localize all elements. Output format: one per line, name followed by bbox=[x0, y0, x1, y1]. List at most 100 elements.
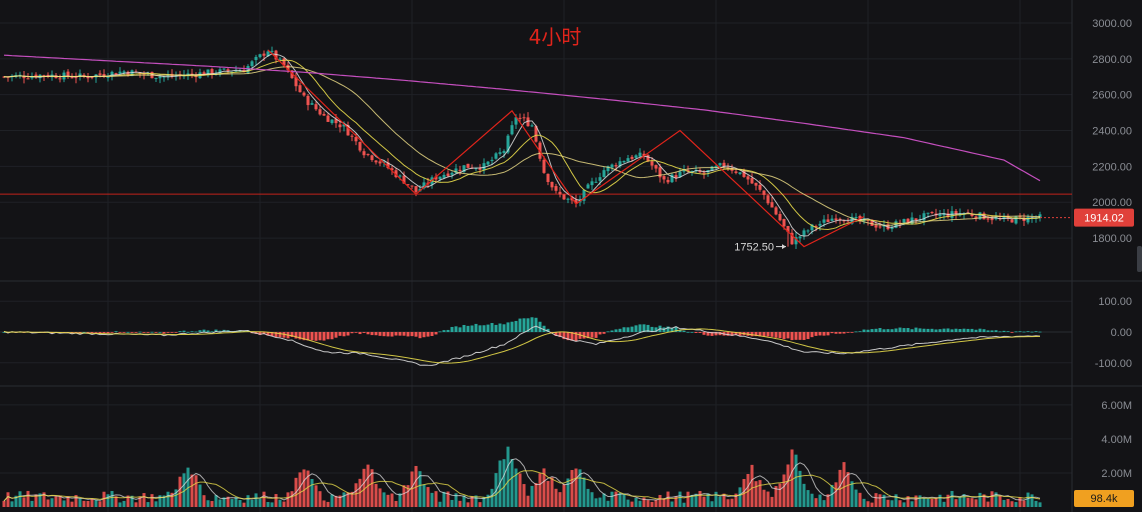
macd-histogram-bar bbox=[918, 328, 922, 332]
macd-histogram-bar bbox=[782, 332, 786, 340]
macd-histogram-bar bbox=[490, 323, 494, 332]
macd-histogram-bar bbox=[422, 332, 426, 338]
volume-bar bbox=[1006, 498, 1010, 507]
candle-body bbox=[774, 207, 778, 215]
volume-bar bbox=[42, 492, 46, 507]
volume-tick-label: 6.00M bbox=[1101, 400, 1132, 412]
volume-bar bbox=[206, 500, 210, 507]
macd-histogram-bar bbox=[786, 332, 790, 339]
volume-bar bbox=[162, 495, 166, 507]
volume-bar bbox=[430, 492, 434, 507]
macd-histogram-bar bbox=[822, 332, 826, 336]
volume-bar bbox=[982, 494, 986, 507]
volume-bar bbox=[218, 499, 222, 507]
candle-body bbox=[746, 176, 750, 180]
macd-histogram-bar bbox=[298, 332, 302, 340]
candle-body bbox=[450, 172, 454, 175]
macd-histogram-bar bbox=[378, 332, 382, 336]
macd-histogram-bar bbox=[294, 332, 298, 339]
candle-body bbox=[1010, 219, 1014, 223]
macd-histogram-bar bbox=[522, 318, 526, 332]
volume-bar bbox=[922, 498, 926, 507]
volume-bar bbox=[146, 502, 150, 507]
volume-ma-fast bbox=[3, 458, 1041, 502]
macd-histogram-bar bbox=[626, 327, 630, 332]
candle-body bbox=[274, 50, 278, 60]
volume-bar bbox=[122, 500, 126, 507]
macd-histogram-bar bbox=[162, 332, 166, 334]
volume-bar bbox=[110, 490, 114, 507]
candle-body bbox=[1014, 216, 1018, 224]
volume-bar bbox=[798, 470, 802, 507]
macd-histogram-bar bbox=[1002, 330, 1006, 332]
volume-bar bbox=[814, 498, 818, 507]
volume-bar bbox=[678, 491, 682, 507]
macd-histogram-bar bbox=[358, 332, 362, 335]
volume-bar bbox=[934, 497, 938, 507]
volume-bar bbox=[642, 497, 646, 507]
volume-bar bbox=[626, 499, 630, 507]
macd-histogram-bar bbox=[258, 332, 262, 335]
macd-histogram-bar bbox=[122, 332, 126, 333]
volume-bar bbox=[1026, 492, 1030, 507]
candle-body bbox=[366, 153, 370, 155]
candle-body bbox=[154, 77, 158, 79]
candle-body bbox=[758, 185, 762, 190]
scroll-handle[interactable] bbox=[1137, 246, 1142, 272]
volume-bar bbox=[166, 491, 170, 507]
volume-bar bbox=[546, 480, 550, 507]
volume-bar bbox=[266, 501, 270, 507]
macd-histogram-bar bbox=[326, 332, 330, 340]
volume-bar bbox=[466, 502, 470, 507]
candle-body bbox=[882, 225, 886, 227]
candle-body bbox=[246, 66, 250, 73]
volume-bar bbox=[658, 494, 662, 507]
macd-histogram-bar bbox=[318, 332, 322, 341]
price-tick-label: 3000.00 bbox=[1092, 18, 1132, 30]
candle-body bbox=[702, 172, 706, 174]
candle-body bbox=[502, 151, 506, 153]
macd-panel bbox=[0, 317, 1072, 366]
macd-histogram-bar bbox=[962, 328, 966, 332]
macd-histogram-bar bbox=[182, 330, 186, 332]
macd-histogram-bar bbox=[2, 332, 6, 333]
macd-histogram-bar bbox=[682, 330, 686, 332]
volume-bar bbox=[750, 464, 754, 507]
volume-bar bbox=[918, 495, 922, 507]
volume-bar bbox=[986, 501, 990, 507]
macd-histogram-bar bbox=[562, 332, 566, 340]
volume-bar bbox=[534, 483, 538, 507]
volume-bar bbox=[486, 494, 490, 507]
volume-bar bbox=[702, 496, 706, 507]
candle-body bbox=[210, 69, 214, 75]
volume-bar bbox=[450, 499, 454, 507]
candle-body bbox=[326, 115, 330, 122]
macd-histogram-bar bbox=[186, 331, 190, 333]
candle-body bbox=[782, 219, 786, 227]
volume-bar bbox=[130, 495, 134, 507]
macd-histogram-bar bbox=[706, 332, 710, 336]
candle-body bbox=[394, 170, 398, 178]
macd-histogram-bar bbox=[526, 318, 530, 332]
candle-body bbox=[738, 172, 742, 174]
macd-histogram-bar bbox=[374, 332, 378, 336]
volume-bar bbox=[718, 496, 722, 507]
volume-bar bbox=[10, 501, 14, 507]
volume-bar bbox=[606, 500, 610, 507]
macd-histogram-bar bbox=[362, 332, 366, 333]
macd-histogram-bar bbox=[434, 332, 438, 335]
candle-body bbox=[530, 125, 534, 127]
candle-body bbox=[786, 226, 790, 233]
volume-bar bbox=[594, 498, 598, 507]
candle-body bbox=[486, 161, 490, 165]
macd-histogram-bar bbox=[638, 324, 642, 332]
volume-bar bbox=[894, 494, 898, 507]
macd-histogram-bar bbox=[350, 332, 354, 334]
volume-bar bbox=[26, 490, 30, 507]
volume-bar bbox=[158, 495, 162, 507]
volume-bar bbox=[150, 494, 154, 507]
volume-bar bbox=[790, 449, 794, 507]
candle-body bbox=[890, 227, 894, 229]
macd-histogram-bar bbox=[906, 328, 910, 332]
